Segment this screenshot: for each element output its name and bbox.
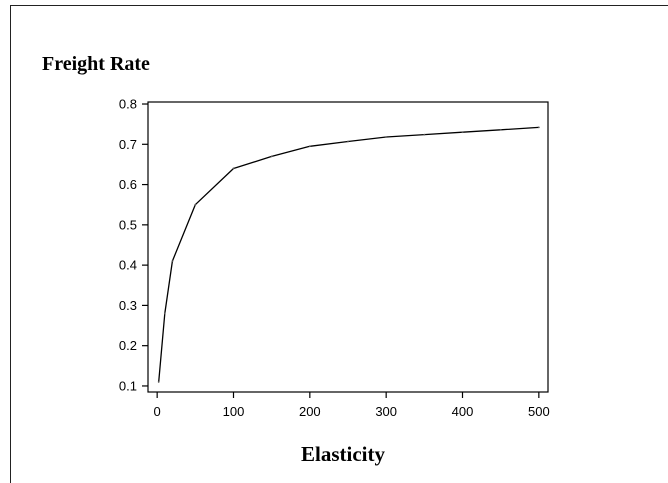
data-point xyxy=(308,145,311,148)
x-tick-label: 200 xyxy=(299,404,321,419)
y-tick-label: 0.2 xyxy=(119,338,137,353)
data-point xyxy=(171,260,174,262)
data-point xyxy=(461,131,464,134)
outer-frame xyxy=(10,5,668,483)
y-tick-label: 0.6 xyxy=(119,177,137,192)
plot-area xyxy=(147,101,549,393)
y-axis-title: Freight Rate xyxy=(42,53,150,75)
x-axis: 0 100 200 300 400 500 xyxy=(154,392,550,419)
y-tick-label: 0.8 xyxy=(119,97,137,112)
data-point xyxy=(385,136,388,138)
x-tick-label: 500 xyxy=(528,404,550,419)
data-point xyxy=(347,140,349,143)
data-point xyxy=(194,203,197,206)
data-point xyxy=(499,128,502,131)
y-tick-label: 0.3 xyxy=(119,298,137,313)
x-tick-label: 0 xyxy=(154,404,161,419)
data-point xyxy=(157,381,160,383)
y-axis: 0.1 0.2 0.3 0.4 0.5 0.6 0.7 0.8 xyxy=(119,97,148,393)
x-tick-label: 300 xyxy=(375,404,397,419)
y-tick-label: 0.4 xyxy=(119,258,137,273)
data-point xyxy=(232,167,235,170)
x-tick-label: 400 xyxy=(452,404,474,419)
y-tick-label: 0.5 xyxy=(119,217,137,232)
data-point xyxy=(537,126,540,129)
x-tick-label: 100 xyxy=(223,404,245,419)
y-tick-label: 0.1 xyxy=(119,378,137,393)
x-axis-title: Elasticity xyxy=(301,442,385,466)
y-tick-label: 0.7 xyxy=(119,137,137,152)
series-line xyxy=(158,126,539,382)
data-point xyxy=(423,133,426,136)
data-point xyxy=(163,312,166,315)
data-point xyxy=(270,155,273,158)
series-layer xyxy=(157,126,540,383)
